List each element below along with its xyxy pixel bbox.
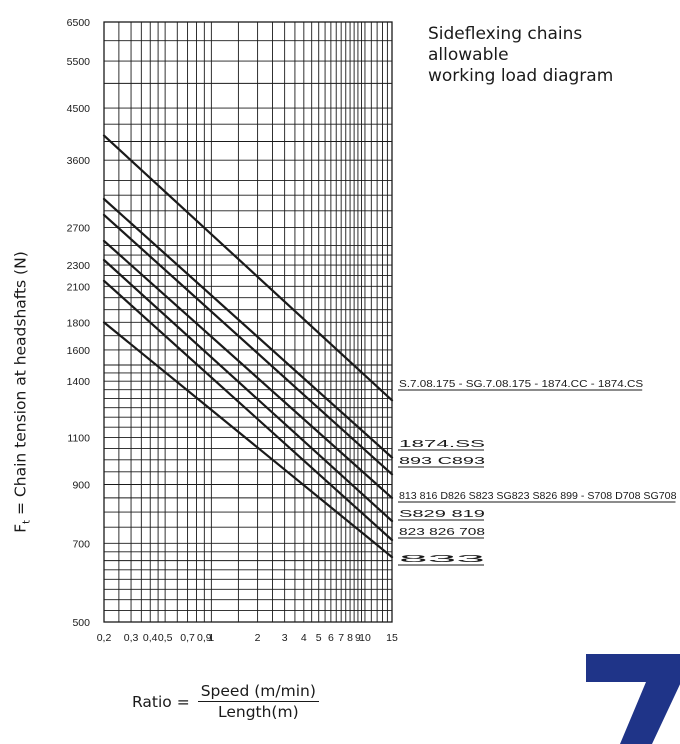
series-line <box>102 258 394 523</box>
x-tick-label: 1 <box>208 632 214 644</box>
series-line <box>102 197 394 459</box>
y-tick-label: 1100 <box>67 433 90 445</box>
chart-series <box>102 134 394 559</box>
y-tick-label: 2100 <box>67 281 91 293</box>
y-axis-label-symbol: F <box>11 523 30 533</box>
legend-label: 893 C893 <box>399 455 485 467</box>
x-tick-label: 0,2 <box>97 632 112 644</box>
series-line <box>102 213 394 476</box>
x-tick-label: 2 <box>255 632 261 644</box>
x-tick-label: 5 <box>316 632 322 644</box>
y-tick-label: 5500 <box>67 56 91 68</box>
chart-legend: S.7.08.175 - SG.7.08.175 - 1874.CC - 187… <box>398 378 677 566</box>
x-tick-label: 0,9 <box>197 632 212 644</box>
chart-title: Sideflexing chains allowable working loa… <box>428 24 613 87</box>
x-tick-label: 15 <box>386 632 398 644</box>
x-tick-label: 0,3 <box>124 632 139 644</box>
x-tick-label: 8 <box>347 632 353 644</box>
page-number-graphic: 7 <box>586 654 680 744</box>
series-line <box>102 239 394 499</box>
y-axis-label: Ft = Chain tension at headshafts (N) <box>11 251 32 533</box>
y-tick-label: 500 <box>72 617 90 629</box>
legend-label: S.7.08.175 - SG.7.08.175 - 1874.CC - 187… <box>399 378 643 390</box>
y-tick-label: 2300 <box>67 260 91 272</box>
chart-title-line-2: allowable <box>428 45 509 65</box>
formula-lhs: Ratio = <box>132 692 190 711</box>
legend-label: 833 <box>399 553 486 565</box>
page-number-seven-shape <box>586 654 680 744</box>
y-tick-label: 6500 <box>67 17 91 29</box>
series-line <box>102 279 394 542</box>
legend-label: S829 819 <box>399 508 485 520</box>
x-tick-label: 7 <box>338 632 344 644</box>
legend-label: 1874.SS <box>399 438 485 450</box>
y-tick-label: 1600 <box>67 345 91 357</box>
chart-title-line-3: working load diagram <box>428 66 614 86</box>
y-tick-label: 1400 <box>67 376 91 388</box>
x-tick-label: 3 <box>282 632 288 644</box>
x-tick-label: 0,7 <box>180 632 195 644</box>
series-line <box>102 321 394 559</box>
y-axis-label-subscript: t <box>21 519 33 524</box>
x-tick-label: 9 <box>355 632 361 644</box>
chart-ticks: 0,2 0,3 0,4 0,5 0,7 0,91 2 3 4 5 6 7 8 910 15 500 700 900… <box>67 17 398 644</box>
y-tick-label: 3600 <box>67 155 91 167</box>
x-tick-label: 10 <box>359 632 371 644</box>
y-tick-label: 700 <box>72 538 90 550</box>
x-tick-label: 6 <box>328 632 334 644</box>
chart-title-line-1: Sideflexing chains <box>428 24 583 44</box>
x-tick-label: 0,4 <box>143 632 158 644</box>
series-line <box>102 134 394 402</box>
legend-label: 813 816 D826 S823 SG823 S826 899 - S708 … <box>399 490 677 502</box>
y-tick-label: 1800 <box>67 317 91 329</box>
x-tick-label: 0,5 <box>158 632 173 644</box>
x-tick-label: 4 <box>301 632 307 644</box>
y-tick-label: 2700 <box>67 223 91 235</box>
y-tick-label: 4500 <box>67 103 91 115</box>
ratio-formula: Ratio = Speed (m/min) Length(m) <box>132 682 319 721</box>
formula-denominator: Length(m) <box>217 703 299 721</box>
chart-grid <box>103 21 393 623</box>
formula-fraction: Speed (m/min) Length(m) <box>197 682 319 721</box>
formula-numerator: Speed (m/min) <box>197 682 319 702</box>
y-tick-label: 900 <box>72 480 90 492</box>
y-axis-label-text: = Chain tension at headshafts (N) <box>11 251 30 520</box>
legend-label: 823 826 708 <box>399 526 485 538</box>
